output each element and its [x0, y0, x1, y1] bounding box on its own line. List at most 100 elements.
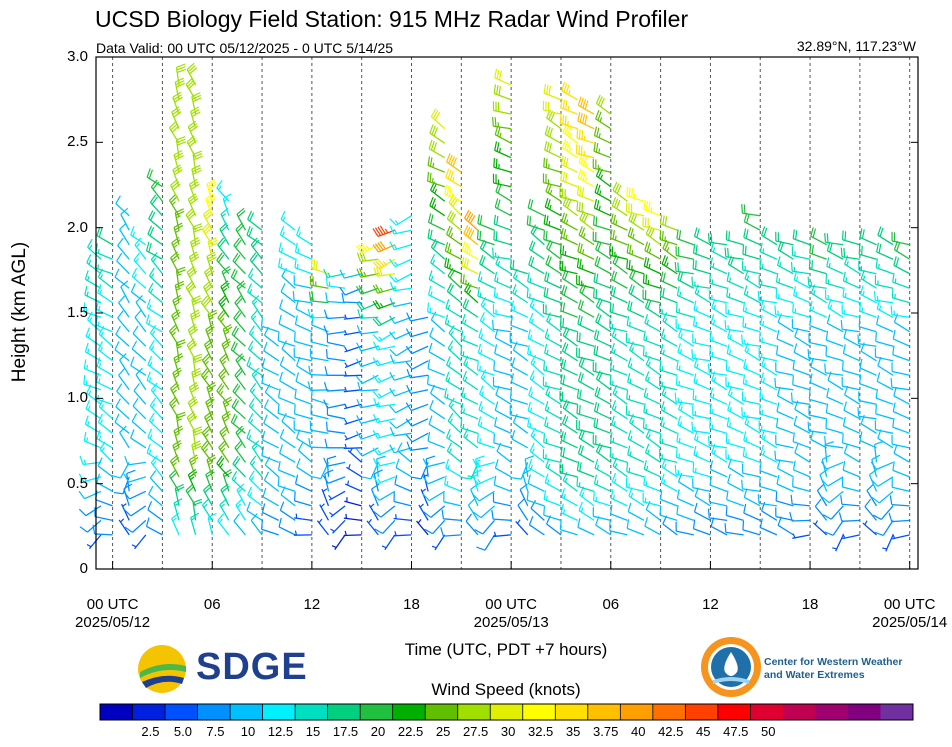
barb-half: [221, 213, 227, 217]
barb-full: [247, 340, 254, 350]
wind-barb: [307, 381, 329, 392]
barb-shaft: [759, 283, 777, 289]
barb-full: [676, 504, 679, 515]
barb-full: [234, 457, 241, 467]
barb-shaft: [832, 519, 844, 536]
barb-full: [808, 259, 811, 269]
wind-barb: [832, 534, 844, 552]
barb-shaft: [377, 418, 396, 424]
barb-shaft: [711, 379, 728, 391]
barb-full: [374, 317, 382, 325]
barb-shaft: [827, 322, 844, 333]
barb-full: [560, 446, 563, 456]
barb-shaft: [168, 127, 180, 144]
barb-full: [662, 288, 665, 298]
x-tick-label: 18: [403, 596, 420, 614]
barb-full: [893, 444, 898, 454]
barb-shaft: [726, 499, 744, 507]
wind-barb: [659, 214, 678, 231]
wind-barb: [373, 397, 395, 408]
barb-full: [222, 413, 232, 420]
barb-shaft: [205, 401, 213, 420]
barb-shaft: [264, 334, 280, 347]
barb-full: [861, 229, 865, 239]
barb-full: [661, 255, 666, 265]
barb-full: [870, 461, 878, 470]
wind-barb: [346, 464, 363, 478]
wind-barb: [691, 349, 711, 362]
barb-full: [175, 154, 184, 161]
barb-full: [222, 193, 232, 200]
colorbar-swatch: [165, 704, 198, 720]
barb-shaft: [593, 281, 612, 289]
barb-full: [361, 476, 372, 480]
barb-full: [202, 498, 210, 506]
barb-half: [87, 348, 90, 354]
barb-full: [221, 410, 231, 418]
barb-full: [98, 398, 105, 408]
wind-barb: [356, 251, 379, 263]
barb-half: [463, 392, 466, 398]
wind-barb: [247, 283, 263, 304]
wind-barb: [544, 271, 562, 289]
wind-barb: [576, 347, 595, 362]
barb-half: [190, 461, 196, 466]
barb-full: [632, 214, 638, 224]
wind-barb: [643, 330, 661, 347]
barb-half: [190, 476, 195, 481]
barb-full: [674, 392, 677, 402]
barb-shaft: [202, 286, 213, 304]
wind-barb: [200, 368, 213, 391]
barb-full: [677, 415, 681, 426]
barb-half: [447, 464, 450, 470]
wind-barb: [725, 304, 744, 318]
barb-full: [191, 440, 201, 446]
colorbar-swatch: [685, 704, 719, 720]
wind-barb: [875, 404, 894, 420]
wind-barb: [775, 362, 794, 376]
wind-barb: [842, 344, 861, 362]
barb-shaft: [594, 207, 612, 217]
barb-shaft: [494, 337, 512, 347]
barb-shaft: [222, 198, 230, 216]
barb-full: [814, 498, 822, 507]
barb-shaft: [446, 450, 462, 463]
barb-shaft: [129, 490, 147, 500]
wind-barb: [542, 303, 562, 318]
barb-full: [446, 356, 451, 366]
wind-barb: [247, 486, 263, 507]
barb-full: [790, 494, 793, 505]
barb-shaft: [644, 468, 661, 478]
wind-barb: [675, 246, 694, 260]
barb-shaft: [96, 365, 113, 376]
barb-full: [233, 513, 240, 522]
barb-shaft: [864, 506, 877, 521]
wind-barb: [147, 501, 163, 521]
barb-shaft: [877, 365, 894, 376]
wind-barb: [206, 178, 217, 202]
barb-full: [580, 373, 584, 383]
barb-full: [600, 97, 605, 107]
barb-shaft: [775, 386, 794, 391]
wind-barb: [642, 418, 661, 434]
wind-barb: [843, 444, 861, 463]
wind-barb: [627, 226, 645, 246]
wind-barb: [494, 416, 512, 434]
barb-half: [381, 545, 387, 549]
wind-barb: [147, 428, 163, 449]
wind-barb: [560, 155, 578, 173]
barb-full: [659, 214, 663, 224]
barb-half: [862, 275, 866, 281]
barb-shaft: [188, 256, 197, 274]
barb-half: [678, 437, 681, 443]
barb-half: [846, 261, 849, 266]
barb-shaft: [235, 432, 247, 449]
barb-half: [209, 316, 214, 320]
barb-half: [86, 291, 89, 297]
wind-barb: [427, 375, 445, 391]
wind-barb: [758, 404, 778, 420]
barb-full: [595, 167, 601, 177]
barb-shaft: [777, 395, 794, 405]
barb-full: [566, 141, 571, 151]
barb-full: [279, 225, 285, 235]
